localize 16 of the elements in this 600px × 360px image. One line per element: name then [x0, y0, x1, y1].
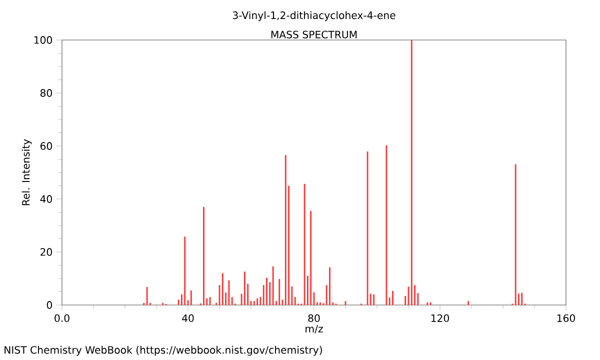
x-tick-label: 160: [557, 314, 575, 322]
y-tick-label: 20: [40, 248, 52, 256]
y-axis-title: Rel. Intensity: [22, 139, 32, 206]
text: NIST Chemistry WebBook (https://webbook.nist.gov/chemistry): [4, 346, 322, 356]
x-tick-label: 0.0: [54, 314, 70, 322]
y-tick-label: 0: [46, 301, 52, 309]
y-tick-label: 80: [40, 89, 52, 97]
y-tick-label: 40: [40, 195, 52, 203]
y-tick-label: 60: [40, 142, 52, 150]
x-tick-label: 40: [182, 314, 194, 322]
chart-subtitle: MASS SPECTRUM: [271, 30, 357, 38]
chart-title: 3-Vinyl-1,2-dithiacyclohex-4-ene: [232, 11, 396, 22]
x-tick-label: 80: [308, 314, 320, 322]
x-tick-label: 120: [431, 314, 449, 322]
y-tick-label: 100: [34, 36, 52, 44]
x-axis-title: m/z: [306, 324, 323, 334]
